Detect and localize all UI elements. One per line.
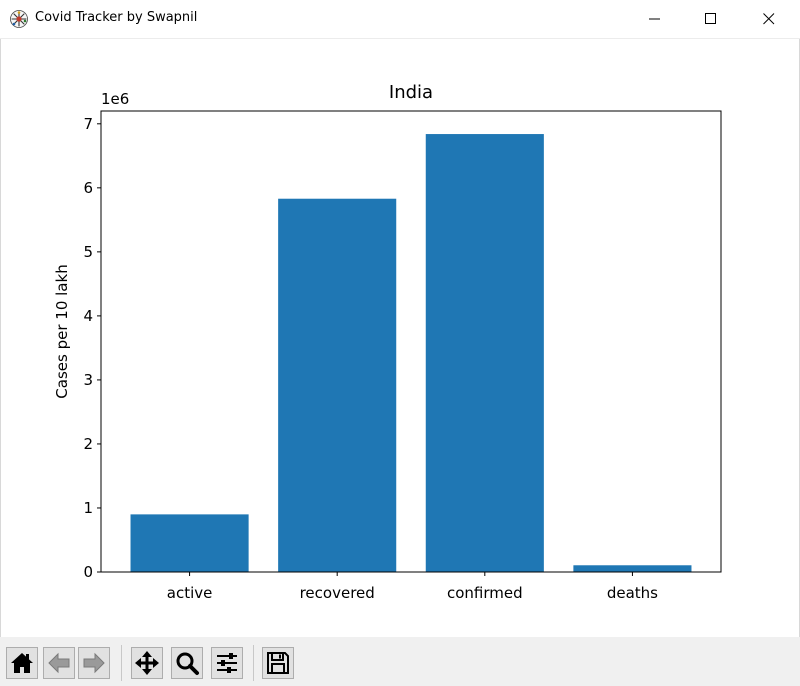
navigation-toolbar	[0, 637, 800, 686]
toolbar-separator	[253, 645, 254, 681]
save-button[interactable]	[262, 647, 294, 679]
x-tick-label: active	[167, 584, 213, 602]
toolbar-separator	[121, 645, 122, 681]
minimize-button[interactable]	[632, 0, 678, 38]
y-axis-label: Cases per 10 lakh	[53, 264, 71, 398]
chart-title: India	[389, 82, 433, 103]
y-tick-label: 0	[83, 563, 93, 581]
window-title-bar: Covid Tracker by Swapnil	[0, 0, 800, 39]
y-tick-label: 3	[83, 371, 93, 389]
bar-recovered	[278, 198, 397, 572]
y-tick-label: 2	[83, 435, 93, 453]
sliders-icon	[217, 653, 237, 673]
y-tick-label: 5	[83, 243, 93, 261]
pan-button[interactable]	[131, 647, 163, 679]
y-tick-label: 7	[83, 115, 93, 133]
covid-virus-icon	[10, 10, 28, 28]
bar-active	[130, 514, 249, 572]
x-tick-label: recovered	[300, 584, 375, 602]
home-icon	[11, 653, 33, 673]
close-button[interactable]	[746, 0, 792, 38]
x-tick-label: confirmed	[447, 584, 523, 602]
axes-frame	[100, 110, 722, 573]
window-title: Covid Tracker by Swapnil	[35, 10, 198, 25]
x-tick-label: deaths	[607, 584, 658, 602]
save-floppy-icon	[267, 652, 289, 674]
y-tick-label: 6	[83, 179, 93, 197]
bar-confirmed	[425, 134, 544, 573]
y-offset-label: 1e6	[101, 90, 129, 108]
close-icon	[763, 13, 775, 25]
maximize-icon	[705, 13, 716, 24]
y-tick-label: 4	[83, 307, 93, 325]
home-button[interactable]	[6, 647, 38, 679]
zoom-magnifier-icon	[176, 652, 199, 675]
maximize-button[interactable]	[688, 0, 734, 38]
forward-arrow-icon	[83, 652, 105, 674]
bar-chart: 0 1 2 3 4 5 6 7 active recovered confirmed deaths In…	[53, 82, 722, 602]
forward-button[interactable]	[78, 647, 110, 679]
minimize-icon	[649, 18, 660, 20]
figure-canvas[interactable]: 0 1 2 3 4 5 6 7 active recovered confirmed deaths In…	[0, 39, 800, 637]
back-button[interactable]	[43, 647, 75, 679]
bar-deaths	[573, 565, 692, 572]
pan-move-icon	[135, 651, 159, 675]
back-arrow-icon	[48, 652, 70, 674]
y-tick-label: 1	[83, 499, 93, 517]
configure-subplots-button[interactable]	[211, 647, 243, 679]
zoom-button[interactable]	[171, 647, 203, 679]
